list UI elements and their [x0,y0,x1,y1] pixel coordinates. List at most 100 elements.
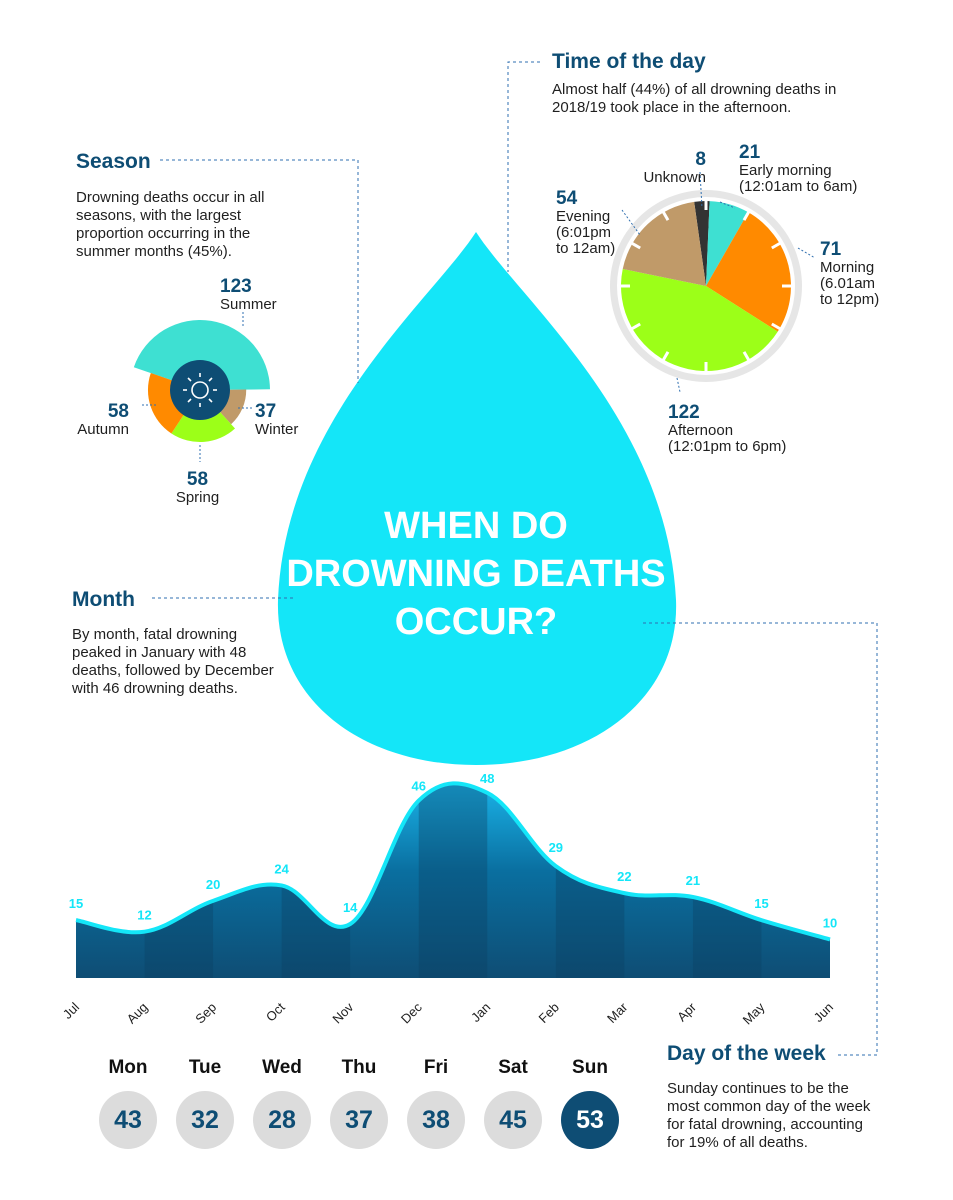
month-value-label: 10 [823,915,837,930]
time-label-evening: 54 Evening (6:01pm to 12am) [556,189,615,257]
day-value-fri: 38 [407,1091,465,1149]
season-text-line-3: proportion occurring in the [76,225,251,242]
time-text-line-1: Almost half (44%) of all drowning deaths… [552,81,837,98]
summer-value: 123 [220,276,252,297]
month-text-line-1: By month, fatal drowning [72,626,238,643]
day-value-tue: 32 [176,1091,234,1149]
week-connector [643,622,878,1056]
month-value-label: 22 [617,869,631,884]
clock-tick [629,240,641,250]
time-label-unknown: 8 Unknown [639,150,706,186]
month-text-line-4: with 46 drowning deaths. [72,680,238,697]
month-tick-label: Jun [811,1000,836,1025]
month-text-line-2: peaked in January with 48 [72,644,247,661]
season-heading: Season [76,150,151,173]
month-value-label: 29 [549,840,563,855]
month-text-line-3: deaths, followed by December [72,662,274,679]
day-name-tue: Tue [188,1057,222,1078]
day-name-mon: Mon [108,1057,148,1078]
month-value-label: 20 [206,877,220,892]
season-label-spring: 58 Spring [170,470,225,506]
afternoon-value: 122 [668,402,700,423]
week-row: Mon 43 Tue 32 Wed 28 Thu 37 Fri 38 Sat 45 Sun 53 [94,1057,634,1157]
month-value-label: 14 [343,900,358,915]
evening-line-1: Evening [556,208,611,225]
month-band [144,783,214,978]
month-value-label: 12 [137,908,151,923]
day-name-fri: Fri [423,1057,449,1078]
season-text-line-4: summer months (45%). [76,243,232,260]
water-drop-shape [277,232,677,765]
evening-line-2: (6:01pm [556,224,612,241]
summer-name: Summer [220,296,277,313]
spring-value: 58 [186,469,209,490]
season-hub [170,360,230,420]
time-chart [610,190,802,382]
unknown-line-1: Unknown [643,169,706,186]
afternoon-line-1: Afternoon [668,422,734,439]
early-morning-line-2: (12:01am to 6am) [739,178,858,195]
time-label-morning: 71 Morning (6.01am to 12pm) [820,240,879,308]
morning-line-3: to 12pm) [820,291,880,308]
clock-tick [771,240,783,250]
season-text-line-2: seasons, with the largest [76,207,242,224]
month-value-label: 24 [274,861,289,876]
clock-tick [660,351,670,363]
month-value-label: 46 [411,779,425,794]
time-connector [507,61,540,272]
unknown-value: 8 [695,149,706,170]
afternoon-line-2: (12:01pm to 6pm) [668,438,787,455]
time-label-afternoon: 122 Afternoon (12:01pm to 6pm) [668,403,786,455]
day-value-sat: 45 [484,1091,542,1149]
main-title-line-3: OCCUR? [394,601,558,643]
season-text-line-1: Drowning deaths occur in all [76,189,265,206]
early-morning-line-1: Early morning [739,162,832,179]
time-heading: Time of the day [552,50,706,73]
month-tick-label: Nov [329,999,356,1026]
season-slice-summer [133,320,270,390]
week-text-line-1: Sunday continues to be the [667,1080,849,1097]
time-label-early-morning: 21 Early morning (12:01am to 6am) [739,143,857,195]
clock-tick [742,209,752,221]
month-tick-label: May [740,999,768,1027]
day-value-thu: 37 [330,1091,388,1149]
spring-name: Spring [175,489,220,506]
season-slice-winter [218,389,247,425]
clock-slice-unknown [694,201,710,286]
day-name-thu: Thu [341,1057,377,1078]
clock-slice-early-morning [706,201,749,286]
early-morning-value: 21 [739,142,761,163]
clock-slice-evening [622,201,706,286]
month-tick-label: Jan [468,1000,493,1025]
month-value-label: 21 [686,873,700,888]
season-slice-autumn [147,373,185,434]
season-label-winter: 37 Winter [255,402,298,438]
morning-line-1: Morning [820,259,875,276]
month-tick-label: Aug [124,1000,151,1027]
winter-value: 37 [255,401,277,422]
day-name-wed: Wed [262,1057,302,1078]
month-tick-label: Mar [604,999,631,1026]
morning-value: 71 [820,239,842,260]
evening-value: 54 [556,188,578,209]
evening-line-3: to 12am) [556,240,616,257]
season-label-autumn: 58 Autumn [74,402,129,438]
day-value-mon: 43 [99,1091,157,1149]
connector-lines [152,61,878,1056]
morning-line-2: (6.01am [820,275,876,292]
month-band [281,783,351,978]
month-tick-label: Feb [535,1000,561,1026]
month-tick-label: Dec [398,999,425,1026]
time-text-line-2: 2018/19 took place in the afternoon. [552,99,792,116]
main-title-line-2: DROWNING DEATHS [286,553,666,595]
autumn-name: Autumn [77,421,129,438]
clock-slice-morning [706,212,791,332]
week-text: Sunday continues to be the most common d… [667,1080,907,1152]
week-heading: Day of the week [667,1042,826,1065]
month-tick-label: Oct [263,999,288,1024]
season-chart [133,312,270,462]
autumn-value: 58 [107,401,129,422]
season-section: Season [76,150,151,174]
month-text: By month, fatal drowning peaked in Janua… [72,626,312,698]
